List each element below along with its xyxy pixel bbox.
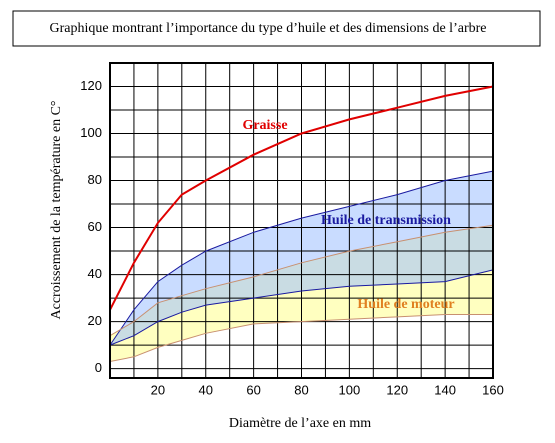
series-label: Graisse: [242, 118, 287, 133]
series-label: Huile de transmission: [321, 213, 451, 228]
series-label: Huile de moteur: [357, 297, 454, 312]
x-tick-label: 140: [434, 382, 456, 397]
y-tick-label: 120: [80, 78, 102, 93]
series-line: [109, 170, 494, 346]
y-tick-label: 40: [88, 266, 102, 281]
y-axis-label: Accroissement de la température en C°: [49, 100, 64, 319]
title-box: [12, 10, 541, 47]
y-tick-label: 100: [80, 125, 102, 140]
series-line: [109, 269, 494, 346]
x-tick-label: 120: [386, 382, 408, 397]
series-line: [109, 314, 493, 362]
x-tick-label: 100: [339, 382, 361, 397]
x-axis-label: Diamètre de l’axe en mm: [229, 416, 371, 431]
y-tick-label: 80: [88, 172, 102, 187]
series-line: [109, 224, 494, 337]
y-tick-label: 20: [88, 313, 102, 328]
plot-border: [109, 62, 494, 379]
y-tick-label: 0: [95, 360, 102, 375]
chart-title: Graphique montrant l’importance du type …: [50, 21, 487, 36]
x-tick-label: 20: [151, 382, 165, 397]
series-line: [109, 85, 494, 311]
x-tick-label: 40: [199, 382, 213, 397]
x-tick-label: 160: [482, 382, 504, 397]
y-tick-label: 60: [88, 219, 102, 234]
x-tick-label: 80: [294, 382, 308, 397]
x-tick-label: 60: [246, 382, 260, 397]
